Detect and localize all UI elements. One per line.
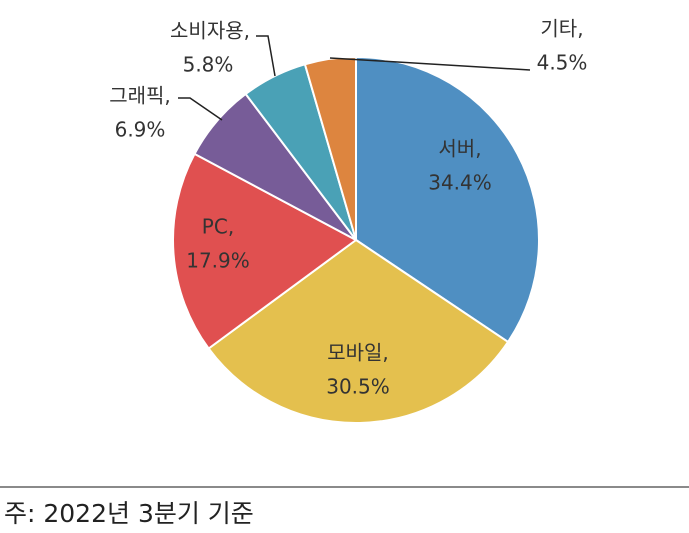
slice-label: 서버,	[438, 137, 481, 161]
pie-slice	[172, 152, 358, 350]
leader-line	[329, 57, 531, 71]
value-label: 4.5%	[537, 51, 588, 75]
leader-line	[178, 97, 223, 121]
slice-label: PC,	[202, 215, 234, 239]
pie-slice	[303, 55, 357, 241]
leader-line	[256, 35, 276, 77]
pie-slice	[207, 238, 510, 424]
slice-label: 기타,	[540, 17, 583, 41]
slice-label: 모바일,	[327, 341, 389, 365]
value-label: 5.8%	[183, 53, 234, 77]
value-label: 34.4%	[428, 171, 492, 195]
pie-slice	[355, 55, 540, 344]
pie	[172, 55, 540, 424]
value-label: 17.9%	[186, 249, 250, 273]
slice-label: 소비자용,	[170, 19, 250, 43]
value-label: 6.9%	[115, 118, 166, 142]
footnote: 주: 2022년 3분기 기준	[4, 499, 254, 528]
value-label: 30.5%	[326, 375, 390, 399]
slice-label: 그래픽,	[109, 84, 171, 108]
